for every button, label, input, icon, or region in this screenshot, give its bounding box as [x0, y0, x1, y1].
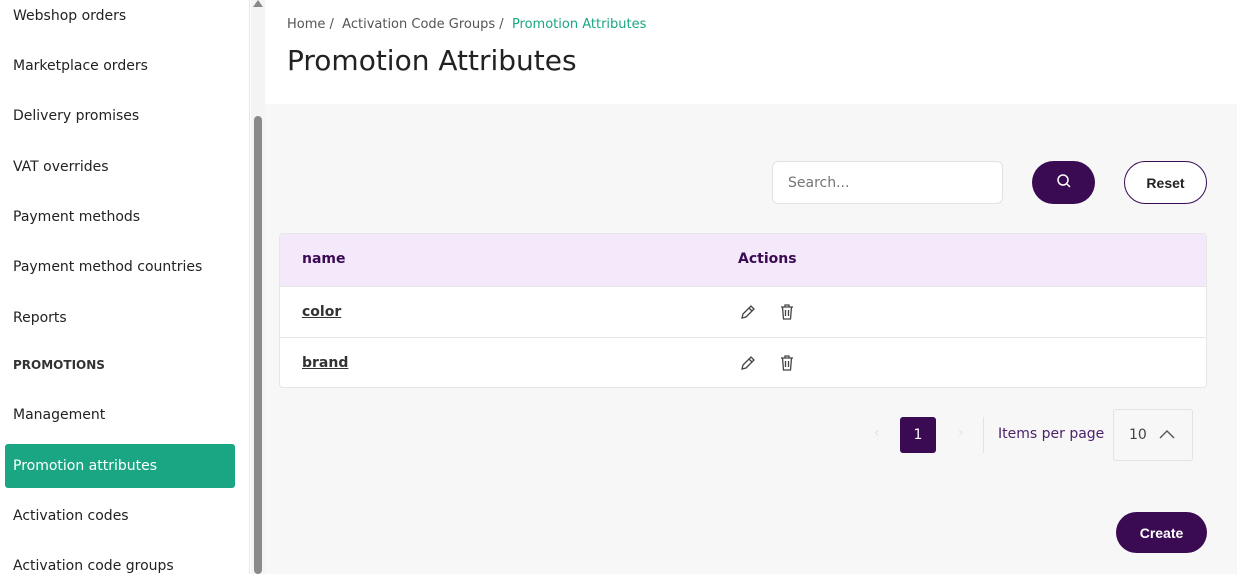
divider	[983, 417, 984, 453]
column-header-actions: Actions	[738, 251, 797, 267]
trash-icon[interactable]	[777, 302, 797, 322]
attribute-link[interactable]: color	[302, 304, 342, 320]
sidebar-item-payment-method-countries[interactable]: Payment method countries	[13, 259, 203, 275]
sidebar-item-payment-methods[interactable]: Payment methods	[13, 209, 141, 225]
sidebar-item-activation-codes[interactable]: Activation codes	[13, 508, 129, 524]
items-per-page-select[interactable]: 10	[1113, 409, 1193, 461]
chevron-up-icon	[1159, 430, 1175, 439]
row-actions	[738, 352, 811, 373]
breadcrumb-current: Promotion Attributes	[511, 17, 647, 32]
edit-pencil-icon[interactable]	[738, 353, 758, 373]
search-button[interactable]	[1032, 161, 1095, 204]
main-content: Reset name Actions color brand ‹ 1 › Ite…	[265, 104, 1237, 574]
scroll-up-arrow-icon[interactable]	[253, 0, 263, 7]
column-header-name[interactable]: name	[302, 251, 346, 267]
attribute-link[interactable]: brand	[302, 355, 349, 371]
search-input[interactable]	[772, 161, 1003, 204]
edit-pencil-icon[interactable]	[738, 302, 758, 322]
sidebar-item-reports[interactable]: Reports	[13, 310, 67, 326]
items-per-page-label: Items per page	[998, 426, 1105, 442]
sidebar-item-promotion-attributes[interactable]: Promotion attributes	[5, 444, 235, 488]
table-row: color	[280, 286, 1206, 337]
breadcrumb-activation-code-groups[interactable]: Activation Code Groups /	[342, 17, 504, 32]
create-button[interactable]: Create	[1116, 512, 1207, 553]
page-title: Promotion Attributes	[287, 44, 577, 77]
table-header: name Actions	[280, 234, 1206, 286]
scrollbar-thumb[interactable]	[254, 116, 262, 574]
table-row: brand	[280, 337, 1206, 387]
trash-icon[interactable]	[777, 353, 797, 373]
breadcrumb-home[interactable]: Home /	[287, 17, 334, 32]
search-icon	[1056, 174, 1071, 188]
sidebar-item-webshop-orders[interactable]: Webshop orders	[13, 8, 127, 24]
next-page-chevron-icon[interactable]: ›	[958, 425, 964, 441]
breadcrumb: Home / Activation Code Groups / Promotio…	[287, 17, 646, 32]
row-actions	[738, 301, 811, 322]
sidebar-item-delivery-promises[interactable]: Delivery promises	[13, 108, 140, 124]
items-per-page-value: 10	[1129, 427, 1147, 443]
prev-page-chevron-icon[interactable]: ‹	[874, 425, 880, 441]
sidebar: Webshop orders Marketplace orders Delive…	[0, 0, 250, 574]
sidebar-item-management[interactable]: Management	[13, 407, 106, 423]
sidebar-item-activation-code-groups[interactable]: Activation code groups	[13, 558, 174, 574]
attributes-table: name Actions color brand	[279, 233, 1207, 388]
page-button-1[interactable]: 1	[900, 417, 936, 453]
page-header: Home / Activation Code Groups / Promotio…	[265, 0, 1237, 104]
sidebar-section-promotions: PROMOTIONS	[13, 358, 105, 372]
sidebar-item-vat-overrides[interactable]: VAT overrides	[13, 159, 109, 175]
sidebar-item-marketplace-orders[interactable]: Marketplace orders	[13, 58, 148, 74]
reset-button[interactable]: Reset	[1124, 161, 1207, 204]
